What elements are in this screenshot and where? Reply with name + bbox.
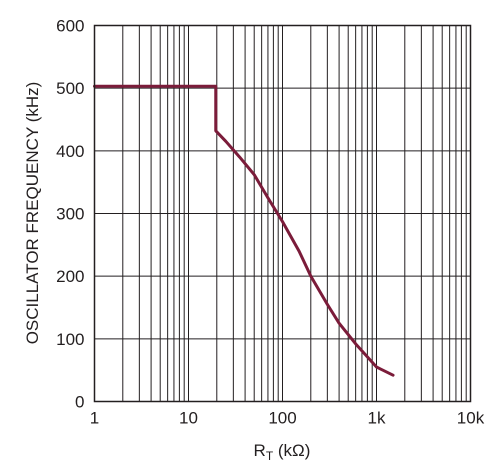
tick-labels: 1 10 100 1k 10k 0 100 200 300 400 500 600 — [56, 17, 485, 428]
plot-frame — [93, 24, 472, 403]
x-tick-label: 10 — [179, 409, 198, 428]
frequency-curve — [93, 84, 395, 377]
y-tick-label: 0 — [75, 393, 84, 412]
grid — [94, 25, 471, 402]
y-tick-label: 300 — [56, 205, 84, 224]
x-axis-title: RT (kΩ) — [254, 441, 311, 463]
y-axis-title: OSCILLATOR FREQUENCY (kHz) — [23, 82, 42, 345]
y-tick-label: 600 — [56, 17, 84, 36]
x-tick-label: 100 — [268, 409, 296, 428]
series — [93, 84, 395, 377]
x-tick-label: 1 — [90, 409, 99, 428]
x-axis-title-unit: (kΩ) — [273, 441, 310, 460]
y-tick-label: 100 — [56, 330, 84, 349]
y-tick-label: 500 — [56, 79, 84, 98]
x-axis-title-main: R — [254, 441, 266, 460]
y-tick-label: 200 — [56, 267, 84, 286]
x-tick-label: 10k — [457, 409, 485, 428]
y-tick-label: 400 — [56, 142, 84, 161]
x-tick-label: 1k — [368, 409, 386, 428]
x-axis-title-subscript: T — [266, 449, 274, 463]
